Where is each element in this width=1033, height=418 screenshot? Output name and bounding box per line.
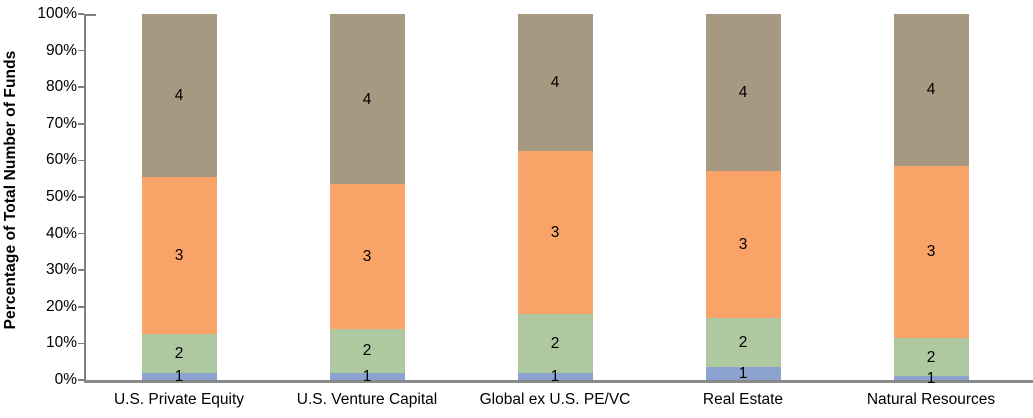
x-axis-category-label: Real Estate bbox=[702, 391, 784, 408]
x-axis-line bbox=[84, 380, 1033, 383]
segment-label: 4 bbox=[926, 81, 936, 99]
bar-segment-3: 3 bbox=[705, 171, 781, 318]
segment-label: 1 bbox=[174, 367, 184, 385]
y-tick-mark bbox=[78, 49, 84, 52]
segment-label: 1 bbox=[926, 369, 936, 387]
segment-label: 2 bbox=[738, 334, 748, 351]
segment-label: 4 bbox=[174, 86, 184, 104]
y-tick-label: 70% bbox=[45, 114, 77, 132]
segment-label: 4 bbox=[362, 90, 372, 108]
bar-segment-3: 3 bbox=[893, 165, 969, 338]
segment-label: 4 bbox=[550, 74, 560, 92]
bar-segment-4: 4 bbox=[705, 14, 781, 172]
y-axis-line bbox=[84, 14, 86, 382]
category-slot: 1 2 3 4 Real Estate bbox=[649, 14, 837, 408]
segment-label: 1 bbox=[362, 367, 372, 385]
y-tick-mark bbox=[78, 123, 84, 125]
segment-label: 2 bbox=[174, 344, 184, 362]
bar-segment-2: 2 bbox=[141, 334, 217, 373]
bar-segment-2: 2 bbox=[329, 328, 405, 373]
bar-segment-4: 4 bbox=[517, 14, 593, 152]
y-tick-mark bbox=[78, 379, 84, 381]
y-tick-mark bbox=[78, 269, 84, 271]
segment-label: 3 bbox=[174, 247, 184, 265]
bar-segment-3: 3 bbox=[329, 184, 405, 329]
category-slot: 1 2 3 4 Natural Resources bbox=[837, 14, 1025, 408]
bar-segment-3: 3 bbox=[141, 176, 217, 335]
y-tick-label: 90% bbox=[45, 41, 77, 59]
bars-container: 1 2 3 4 U.S. Private Equity 1 2 3 4 U.S. Venture … bbox=[85, 14, 1025, 408]
y-tick-label: 50% bbox=[45, 188, 77, 205]
segment-label: 2 bbox=[926, 348, 936, 366]
y-axis-top-tick bbox=[85, 14, 96, 16]
y-tick-mark bbox=[78, 196, 84, 198]
y-tick-mark bbox=[78, 86, 84, 88]
stacked-bar: 1 2 3 4 bbox=[893, 14, 969, 387]
bar-segment-1: 1 bbox=[329, 368, 405, 385]
y-tick-mark bbox=[78, 342, 84, 345]
y-tick-label: 100% bbox=[37, 5, 77, 22]
segment-label: 3 bbox=[362, 248, 372, 265]
bar-segment-3: 3 bbox=[517, 151, 593, 315]
bar-segment-4: 4 bbox=[329, 14, 405, 185]
bar-segment-4: 4 bbox=[893, 14, 969, 166]
x-axis-category-label: U.S. Venture Capital bbox=[296, 391, 438, 408]
category-slot: 1 2 3 4 Global ex U.S. PE/VC bbox=[461, 14, 649, 408]
stacked-bar: 1 2 3 4 bbox=[329, 14, 405, 385]
y-tick-mark bbox=[78, 13, 84, 15]
y-tick-label: 20% bbox=[45, 297, 77, 315]
segment-label: 2 bbox=[550, 334, 560, 352]
bar-segment-4: 4 bbox=[141, 14, 217, 177]
bar-segment-2: 2 bbox=[705, 317, 781, 368]
segment-label: 2 bbox=[362, 342, 372, 360]
y-tick-mark bbox=[78, 232, 84, 235]
segment-label: 3 bbox=[738, 236, 748, 254]
bar-segment-1: 1 bbox=[517, 368, 593, 385]
stacked-bar: 1 2 3 4 bbox=[705, 14, 781, 383]
category-slot: 1 2 3 4 U.S. Private Equity bbox=[85, 14, 273, 408]
y-tick-label: 40% bbox=[45, 224, 77, 242]
bar-segment-1: 1 bbox=[705, 365, 781, 383]
segment-label: 3 bbox=[550, 224, 560, 242]
x-axis-category-label: Global ex U.S. PE/VC bbox=[479, 391, 631, 408]
x-axis-category-label: U.S. Private Equity bbox=[113, 391, 245, 408]
segment-label: 3 bbox=[926, 243, 936, 261]
stacked-bar: 1 2 3 4 bbox=[141, 14, 217, 385]
stacked-bar: 1 2 3 4 bbox=[517, 14, 593, 385]
bar-segment-2: 2 bbox=[893, 337, 969, 377]
y-tick-label: 0% bbox=[54, 371, 77, 388]
bar-segment-2: 2 bbox=[517, 314, 593, 373]
plot-area: 1 2 3 4 U.S. Private Equity 1 2 3 4 U.S. Venture … bbox=[37, 5, 1033, 408]
y-tick-mark bbox=[78, 306, 84, 308]
segment-label: 1 bbox=[550, 367, 560, 385]
y-tick-label: 60% bbox=[45, 151, 77, 169]
segment-label: 1 bbox=[738, 365, 748, 383]
y-tick-mark bbox=[78, 159, 84, 162]
bar-segment-1: 1 bbox=[893, 370, 969, 387]
segment-label: 4 bbox=[738, 84, 748, 102]
category-slot: 1 2 3 4 U.S. Venture Capital bbox=[273, 14, 461, 408]
y-tick-label: 80% bbox=[45, 78, 77, 96]
bar-segment-1: 1 bbox=[141, 368, 217, 385]
x-axis-category-label: Natural Resources bbox=[866, 391, 996, 408]
y-tick-label: 30% bbox=[45, 261, 77, 279]
y-tick-label: 10% bbox=[45, 334, 77, 352]
